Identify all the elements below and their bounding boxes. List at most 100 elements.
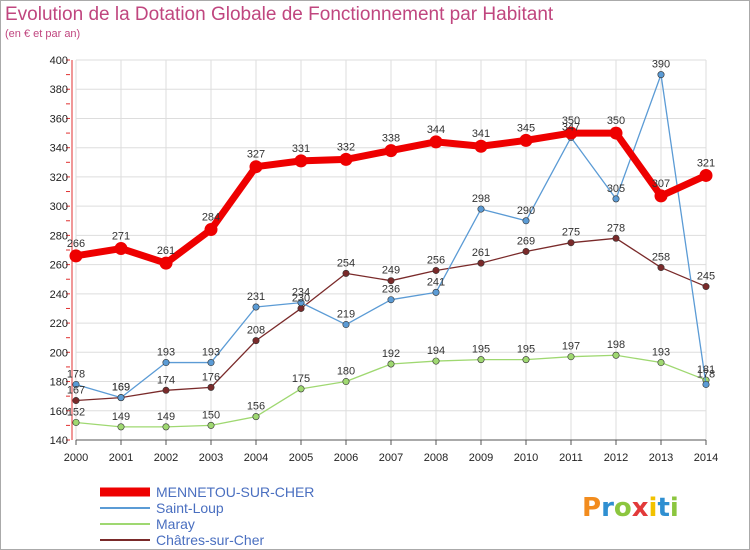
data-point [702, 283, 710, 291]
data-point [252, 413, 260, 421]
legend: MENNETOU-SUR-CHERSaint-LoupMarayChâtres-… [100, 484, 314, 548]
data-label: 198 [607, 339, 625, 351]
x-tick-label: 2009 [469, 452, 493, 464]
y-tick-label: 300 [50, 201, 68, 213]
data-label: 258 [652, 252, 670, 264]
x-tick-labels: 2000 2001 2002 2003 2004 2005 2006 2007 2008 2009… [64, 452, 718, 464]
data-label: 175 [292, 373, 310, 385]
data-label: 390 [652, 59, 670, 71]
data-point [567, 353, 575, 361]
data-point [162, 423, 170, 431]
data-point [249, 160, 263, 174]
x-tick-label: 2013 [649, 452, 673, 464]
y-tick-label: 220 [50, 318, 68, 330]
data-point [612, 234, 620, 242]
data-point [654, 189, 668, 203]
data-label: 350 [562, 115, 580, 127]
data-point [72, 418, 80, 426]
data-point [522, 356, 530, 364]
data-point [342, 378, 350, 386]
data-label: 261 [472, 247, 490, 259]
data-label: 254 [337, 257, 355, 269]
x-tick-label: 2011 [559, 452, 583, 464]
data-label: 152 [67, 406, 85, 418]
data-label: 149 [112, 411, 130, 423]
grid-lines [75, 59, 707, 441]
x-tick-label: 2001 [109, 452, 133, 464]
legend-label: Maray [156, 516, 195, 532]
data-point [612, 195, 620, 203]
data-label: 307 [652, 178, 670, 190]
data-point [297, 385, 305, 393]
x-tick-label: 2010 [514, 452, 538, 464]
data-point [207, 383, 215, 391]
y-tick-label: 180 [50, 377, 68, 389]
data-label: 341 [472, 128, 490, 140]
y-tick-label: 240 [50, 289, 68, 301]
data-point [297, 299, 305, 307]
data-label: 245 [697, 271, 715, 283]
y-tick-label: 200 [50, 347, 68, 359]
data-label: 193 [202, 347, 220, 359]
data-label: 332 [337, 141, 355, 153]
data-point [159, 256, 173, 270]
data-label: 169 [112, 382, 130, 394]
data-point [387, 296, 395, 304]
y-tick-labels: 140 160 180 200 220 240 260 280 300 320 340 360 380 4… [50, 55, 68, 447]
data-point [519, 133, 533, 147]
data-point [342, 269, 350, 277]
data-label: 278 [607, 222, 625, 234]
x-tick-label: 2006 [334, 452, 358, 464]
data-point [477, 356, 485, 364]
data-point [432, 266, 440, 274]
data-label: 290 [517, 205, 535, 217]
data-label: 192 [382, 348, 400, 360]
data-point [72, 397, 80, 405]
data-label: 347 [562, 121, 580, 133]
data-point [657, 71, 665, 79]
data-label: 271 [112, 231, 130, 243]
data-label: 197 [562, 341, 580, 353]
logo-text: Proxiti [582, 493, 679, 523]
data-label: 178 [67, 368, 85, 380]
data-point [69, 249, 83, 263]
data-label: 193 [157, 347, 175, 359]
data-label: 149 [157, 411, 175, 423]
data-point [477, 205, 485, 213]
data-point [114, 242, 128, 256]
data-label: 193 [652, 347, 670, 359]
data-point [297, 304, 305, 312]
data-point [342, 321, 350, 329]
x-tick-label: 2014 [694, 452, 718, 464]
chart-subtitle: (en € et par an) [5, 28, 81, 40]
data-label: 194 [427, 345, 445, 357]
data-label: 167 [67, 385, 85, 397]
x-tick-label: 2000 [64, 452, 88, 464]
data-point [657, 359, 665, 367]
data-label: 338 [382, 133, 400, 145]
data-label: 231 [247, 291, 265, 303]
x-tick-label: 2002 [154, 452, 178, 464]
data-label: 156 [247, 401, 265, 413]
x-tick-label: 2005 [289, 452, 313, 464]
data-point [429, 135, 443, 149]
data-label: 261 [157, 245, 175, 257]
data-point [252, 337, 260, 345]
y-tick-label: 380 [50, 84, 68, 96]
data-point [117, 423, 125, 431]
data-point [339, 152, 353, 166]
data-label: 298 [472, 193, 490, 205]
data-point [522, 217, 530, 225]
data-point [207, 359, 215, 367]
y-tick-label: 260 [50, 260, 68, 272]
y-tick-label: 340 [50, 143, 68, 155]
data-point [117, 394, 125, 402]
data-point [294, 154, 308, 168]
data-point [567, 239, 575, 247]
data-point [432, 288, 440, 296]
data-label: 241 [427, 276, 445, 288]
data-label: 219 [337, 309, 355, 321]
data-label: 174 [157, 374, 175, 386]
axes [66, 59, 707, 445]
data-label: 180 [337, 366, 355, 378]
